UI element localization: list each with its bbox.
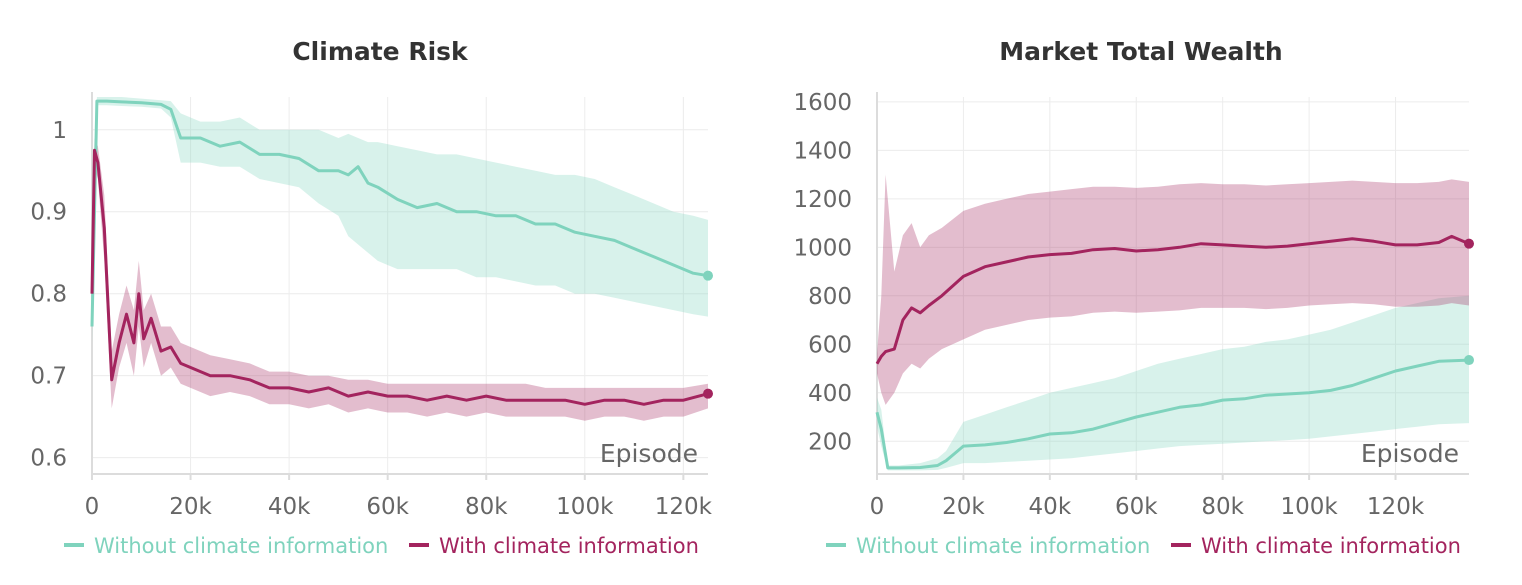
series-line-2: [90, 148, 709, 406]
x-tick-label: 40k: [1029, 494, 1072, 520]
y-tick-label: 1600: [793, 90, 852, 116]
series-end-point-2: [1464, 238, 1474, 249]
x-tick-label: 80k: [465, 494, 508, 520]
x-tick-label: 0: [85, 494, 100, 520]
legend-label-2: With climate information: [439, 534, 699, 558]
x-tick-label: 60k: [1115, 494, 1158, 520]
x-tick-label: 80k: [1201, 494, 1244, 520]
series-end-point-2: [703, 388, 713, 399]
y-tick-label: 1: [52, 118, 67, 144]
y-tick-label: 0.7: [30, 364, 67, 390]
chart-panel-1: Climate Risk 0.6 0.7 0.8 0.9 1 0 20k 40k 60k 80k 10…: [30, 37, 713, 558]
x-tick-label: 60k: [366, 494, 409, 520]
legend-label-1: Without climate information: [856, 534, 1150, 558]
legend-label-1: Without climate information: [94, 534, 388, 558]
chart-panel-2: Market Total Wealth 200 400 600 800 1000 1200 1…: [793, 37, 1474, 558]
series-line-2: [875, 234, 1470, 365]
y-tick-label: 400: [808, 381, 852, 407]
x-tick-label: 40k: [268, 494, 311, 520]
x-tick-label: 20k: [942, 494, 985, 520]
series-line-1: [90, 99, 709, 327]
x-tick-label: 100k: [556, 494, 614, 520]
series-band-1: [877, 295, 1469, 471]
x-axis-label: Episode: [1361, 439, 1459, 468]
series-band-1: [92, 97, 708, 343]
y-tick-label: 0.6: [30, 446, 67, 472]
series-band-2: [92, 138, 708, 421]
x-tick-label: 20k: [169, 494, 212, 520]
series-band-2: [877, 174, 1469, 405]
y-tick-label: 0.8: [30, 282, 67, 308]
y-tick-label: 0.9: [30, 200, 67, 226]
x-tick-label: 0: [870, 494, 885, 520]
x-tick-label: 120k: [655, 494, 713, 520]
y-tick-label: 1000: [793, 235, 852, 261]
chart-title: Market Total Wealth: [999, 37, 1282, 66]
y-tick-label: 1400: [793, 138, 852, 164]
legend-label-2: With climate information: [1201, 534, 1461, 558]
y-tick-label: 200: [808, 429, 852, 455]
x-tick-label: 100k: [1280, 494, 1338, 520]
x-axis-label: Episode: [600, 439, 698, 468]
series-end-point-1: [1464, 355, 1474, 366]
series-line-1: [875, 358, 1470, 470]
y-tick-label: 600: [808, 332, 852, 358]
x-tick-label: 120k: [1367, 494, 1425, 520]
y-tick-label: 1200: [793, 187, 852, 213]
y-tick-label: 800: [808, 284, 852, 310]
series-end-point-1: [703, 270, 713, 281]
chart-title: Climate Risk: [292, 37, 469, 66]
